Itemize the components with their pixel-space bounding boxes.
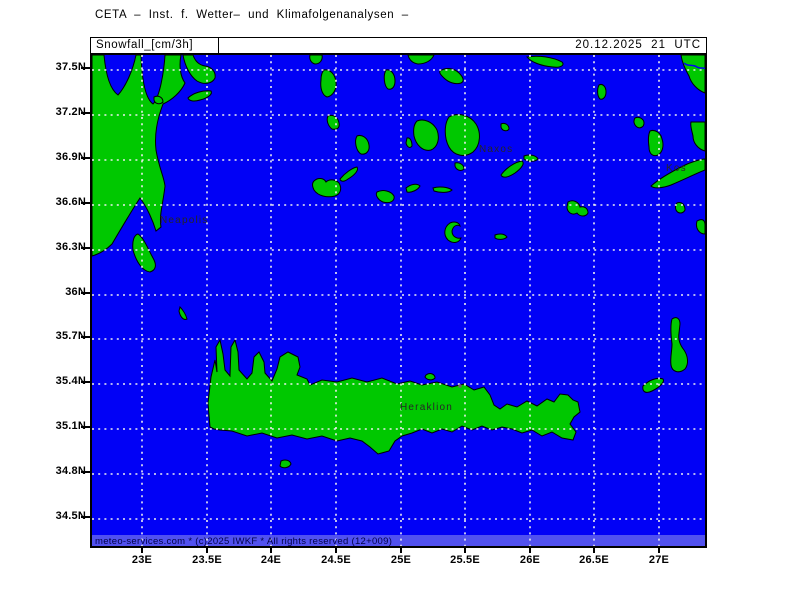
land-kythnos [320, 69, 337, 98]
lon-tick-mark [206, 548, 208, 553]
land-folegandros [339, 166, 358, 182]
lat-tick-label: 35.1N [55, 420, 86, 432]
place-label-kos: Kos [666, 163, 687, 174]
lat-tick-mark [81, 292, 90, 294]
land-astypalaia [566, 200, 589, 217]
lat-tick-mark [81, 336, 90, 338]
land-islet [153, 95, 164, 105]
lat-tick-label: 34.5N [55, 510, 86, 522]
land-sikinos [405, 183, 421, 193]
land-koufonisia [454, 162, 465, 171]
lon-tick-label: 26E [519, 554, 541, 566]
land-dia [424, 373, 436, 381]
lat-tick-label: 36.6N [55, 196, 86, 208]
land-small-cyclade [432, 186, 453, 193]
land-kos [650, 158, 705, 189]
land-syros [383, 69, 396, 90]
land-ios [375, 190, 395, 204]
lat-tick-mark [81, 247, 90, 249]
lon-tick-mark [658, 548, 660, 553]
attribution-bar [92, 535, 705, 546]
strip-divider [218, 38, 219, 53]
lon-tick-mark [464, 548, 466, 553]
lat-tick-label: 36N [65, 286, 86, 298]
lon-tick-label: 24.5E [321, 554, 351, 566]
lat-tick-mark [81, 202, 90, 204]
timestamp: 20.12.2025 21 UTC [575, 39, 701, 51]
land-amorgos [500, 160, 524, 178]
land-andros [407, 55, 435, 65]
map-canvas: Neapolis Naxos Heraklion Kos meteo-services… [92, 55, 705, 546]
lon-tick-mark [400, 548, 402, 553]
land-round-islet [674, 202, 686, 214]
lon-tick-label: 25E [390, 554, 412, 566]
land-gavdos [279, 459, 292, 469]
land-karpathos [670, 317, 688, 373]
param-label: Snowfall_[cm/3h] [96, 39, 194, 51]
lon-tick-label: 24E [260, 554, 282, 566]
sea [92, 55, 705, 546]
lat-tick-label: 34.8N [55, 465, 86, 477]
lat-tick-mark [81, 157, 90, 159]
land-paros [413, 119, 439, 151]
land-kasos [642, 377, 664, 393]
river-line [683, 62, 705, 70]
place-label-heraklion: Heraklion [400, 402, 453, 413]
land-serifos [355, 135, 370, 155]
place-label-neapolis: Neapolis [160, 215, 209, 226]
land-naxos [444, 114, 480, 156]
lon-tick-label: 23E [131, 554, 153, 566]
lon-tick-label: 23.5E [192, 554, 222, 566]
param-strip: Snowfall_[cm/3h] 20.12.2025 21 UTC [90, 37, 707, 54]
lon-tick-label: 26.5E [579, 554, 609, 566]
land-donousa [500, 122, 510, 132]
lon-tick-mark [270, 548, 272, 553]
lat-tick-label: 35.4N [55, 375, 86, 387]
lon-tick-label: 25.5E [450, 554, 480, 566]
page-title: CETA – Inst. f. Wetter– und Klimafolgena… [95, 9, 409, 21]
lon-tick-mark [335, 548, 337, 553]
place-label-naxos: Naxos [479, 144, 513, 155]
land-ikaria [526, 55, 564, 68]
land-milos [312, 178, 342, 198]
lat-tick-label: 35.7N [55, 330, 86, 342]
land-island-sliver [187, 90, 212, 102]
land-anafi [494, 233, 508, 240]
lon-tick-mark [529, 548, 531, 553]
land-antikythira [178, 306, 188, 320]
land-santorini [444, 221, 462, 243]
map-frame: Neapolis Naxos Heraklion Kos meteo-services… [90, 53, 707, 548]
attribution-text: meteo-services.com * (c)2025 IWKF * All … [95, 536, 392, 546]
lat-tick-mark [81, 516, 90, 518]
lat-tick-mark [81, 381, 90, 383]
land-antiparos [405, 137, 413, 148]
grid-overlay [92, 55, 705, 546]
land-crete [207, 338, 581, 455]
land-tinos-mykonos [439, 68, 464, 85]
land-kea [309, 55, 323, 65]
heraklion-city-dot [458, 384, 462, 388]
land-patmos [633, 116, 645, 129]
land-argolis-peninsula [182, 55, 216, 84]
land-turkey-bodrum [690, 121, 705, 152]
place-labels: Neapolis Naxos Heraklion Kos [160, 144, 687, 413]
lat-tick-mark [81, 471, 90, 473]
lat-tick-label: 37.5N [55, 61, 86, 73]
lat-tick-label: 36.3N [55, 241, 86, 253]
land-fournoi [597, 84, 607, 100]
lon-tick-mark [593, 548, 595, 553]
lat-tick-mark [81, 112, 90, 114]
land-group [92, 55, 705, 469]
land-nisyros [696, 219, 705, 235]
lon-tick-label: 27E [648, 554, 670, 566]
lat-tick-mark [81, 67, 90, 69]
lat-tick-mark [81, 426, 90, 428]
lat-tick-label: 37.2N [55, 106, 86, 118]
lon-tick-mark [141, 548, 143, 553]
lat-tick-label: 36.9N [55, 151, 86, 163]
